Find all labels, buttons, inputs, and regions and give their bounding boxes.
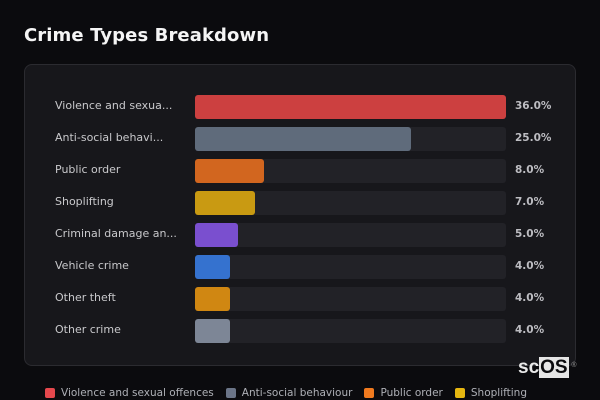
bar-fill[interactable] — [195, 159, 264, 183]
bar-track — [195, 319, 506, 343]
chart-card: Violence and sexua... 36.0% Anti-social be… — [24, 64, 576, 366]
legend-label: Shoplifting — [470, 387, 527, 399]
bar-row: Violence and sexua... 36.0% — [25, 95, 577, 119]
chart-title: Crime Types Breakdown — [24, 25, 270, 46]
bar-row: Other theft 4.0% — [25, 287, 577, 311]
bar-row: Vehicle crime 4.0% — [25, 255, 577, 279]
chart-legend: Violence and sexual offences Anti-social … — [45, 387, 539, 399]
legend-item[interactable]: Public order — [364, 387, 443, 399]
bar-row: Public order 8.0% — [25, 159, 577, 183]
bar-row: Other crime 4.0% — [25, 319, 577, 343]
bar-fill[interactable] — [195, 255, 230, 279]
bar-fill[interactable] — [195, 319, 230, 343]
bar-label: Criminal damage an... — [55, 227, 177, 240]
bar-track — [195, 159, 506, 183]
bar-label: Vehicle crime — [55, 259, 129, 272]
legend-label: Violence and sexual offences — [61, 387, 214, 399]
bar-row: Criminal damage an... 5.0% — [25, 223, 577, 247]
bar-track — [195, 191, 506, 215]
bar-track — [195, 255, 506, 279]
bar-label: Other theft — [55, 291, 116, 304]
bar-label: Shoplifting — [55, 195, 114, 208]
bar-value: 4.0% — [515, 292, 545, 304]
legend-item[interactable]: Anti-social behaviour — [225, 387, 353, 399]
bar-fill[interactable] — [195, 127, 411, 151]
bar-label: Public order — [55, 163, 121, 176]
bar-fill[interactable] — [195, 95, 506, 119]
legend-item[interactable]: Shoplifting — [454, 387, 527, 399]
bar-value: 25.0% — [515, 132, 552, 144]
bar-fill[interactable] — [195, 191, 255, 215]
bar-value: 8.0% — [515, 164, 545, 176]
bar-row: Shoplifting 7.0% — [25, 191, 577, 215]
legend-swatch-icon — [225, 388, 236, 398]
bar-row: Anti-social behavi... 25.0% — [25, 127, 577, 151]
bar-label: Other crime — [55, 323, 121, 336]
scos-logo: scOS ® — [518, 357, 577, 378]
legend-label: Anti-social behaviour — [241, 387, 353, 399]
legend-swatch-icon — [45, 388, 55, 398]
bar-value: 7.0% — [515, 196, 545, 208]
bar-value: 4.0% — [515, 260, 545, 272]
legend-item[interactable]: Violence and sexual offences — [45, 387, 214, 399]
bar-track — [195, 287, 506, 311]
bar-track — [195, 223, 506, 247]
legend-swatch-icon — [454, 388, 465, 398]
legend-swatch-icon — [364, 388, 375, 398]
bar-fill[interactable] — [195, 287, 230, 311]
logo-text-os: OS — [539, 357, 569, 378]
bar-label: Violence and sexua... — [55, 99, 173, 112]
registered-mark: ® — [571, 362, 577, 369]
bar-track — [195, 95, 506, 119]
bar-track — [195, 127, 506, 151]
bar-value: 36.0% — [515, 100, 552, 112]
bar-fill[interactable] — [195, 223, 238, 247]
bar-value: 5.0% — [515, 228, 545, 240]
logo-text-sc: sc — [518, 357, 540, 378]
bar-value: 4.0% — [515, 324, 545, 336]
bar-label: Anti-social behavi... — [55, 131, 164, 144]
legend-label: Public order — [380, 387, 443, 399]
